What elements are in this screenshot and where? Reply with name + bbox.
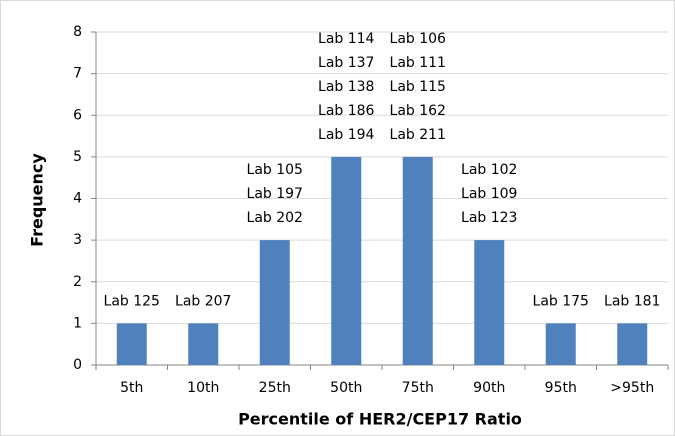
bar: [116, 323, 147, 365]
y-axis-title: Frequency: [28, 153, 47, 247]
x-tick-label: 75th: [402, 380, 434, 396]
bar: [402, 156, 433, 365]
x-tick-label: 50th: [330, 380, 362, 396]
x-tick-label: 95th: [545, 380, 577, 396]
x-tick-label: 90th: [473, 380, 505, 396]
bar-annotation: Lab 202: [247, 210, 303, 226]
bar: [617, 323, 648, 365]
bar-annotation: Lab 186: [318, 103, 375, 119]
bar: [188, 323, 219, 365]
bar-annotation: Lab 138: [318, 79, 374, 95]
bar-annotation: Lab 109: [461, 186, 517, 202]
bar-annotation: Lab 102: [461, 162, 517, 178]
bar: [545, 323, 576, 365]
bar-annotation: Lab 137: [318, 55, 374, 71]
bar: [259, 240, 290, 365]
bar-annotation: Lab 194: [318, 127, 375, 143]
y-tick-label: 1: [73, 315, 82, 331]
bar-annotation: Lab 211: [390, 127, 446, 143]
y-tick-label: 0: [73, 357, 82, 373]
x-tick-label: >95th: [610, 380, 654, 396]
bar-annotation: Lab 207: [175, 293, 231, 309]
bar-annotation: Lab 175: [533, 293, 589, 309]
x-tick-label: 25th: [259, 380, 291, 396]
y-tick-label: 3: [73, 232, 82, 248]
y-tick-label: 5: [73, 149, 82, 165]
bar-annotation: Lab 115: [390, 79, 446, 95]
y-tick-label: 8: [73, 24, 82, 40]
bar: [474, 240, 505, 365]
bar: [331, 156, 362, 365]
bar-annotation: Lab 181: [604, 293, 660, 309]
bar-annotation: Lab 105: [247, 162, 303, 178]
bar-annotation: Lab 197: [247, 186, 303, 202]
x-axis-title: Percentile of HER2/CEP17 Ratio: [238, 410, 522, 429]
bar-annotation: Lab 125: [104, 293, 160, 309]
bar-annotation: Lab 106: [390, 31, 447, 47]
y-tick-label: 2: [73, 274, 82, 290]
y-tick-label: 7: [73, 66, 82, 82]
bar-annotation: Lab 111: [390, 55, 446, 71]
y-tick-label: 4: [73, 191, 82, 207]
x-tick-label: 5th: [120, 380, 143, 396]
bar-annotation: Lab 123: [461, 210, 517, 226]
bar-annotation: Lab 162: [390, 103, 446, 119]
x-tick-label: 10th: [187, 380, 219, 396]
bar-annotation: Lab 114: [318, 31, 375, 47]
y-tick-label: 6: [73, 107, 82, 123]
